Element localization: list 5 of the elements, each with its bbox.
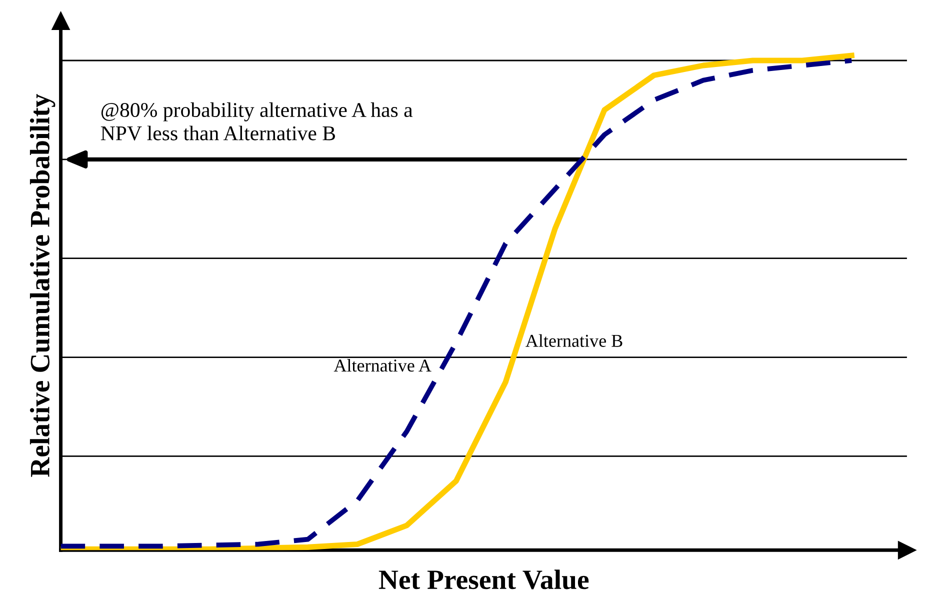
- series-label: Alternative A: [334, 358, 432, 372]
- y-axis-title: Relative Cumulative Probability: [30, 94, 56, 477]
- x-axis-title: Net Present Value: [378, 570, 589, 590]
- annotation: @80% probability alternative A has a NPV less than Alternative B: [100, 102, 413, 140]
- series-label: Alternative B: [526, 334, 622, 347]
